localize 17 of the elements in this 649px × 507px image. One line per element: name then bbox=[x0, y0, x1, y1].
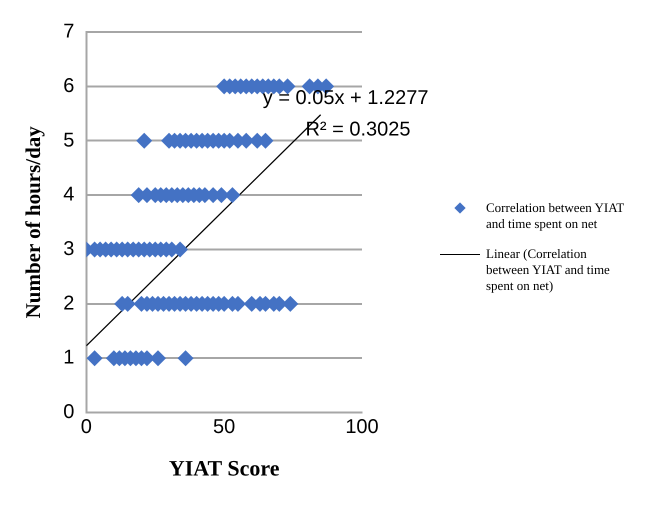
x-tick-label: 0 bbox=[80, 416, 92, 438]
x-axis-title: YIAT Score bbox=[168, 455, 280, 480]
legend-label: Linear (Correlation between YIAT and time spent on net) bbox=[485, 246, 611, 294]
annotation: R² = 0.3025 bbox=[305, 118, 411, 140]
y-tick-label: 0 bbox=[63, 401, 74, 424]
legend-label: Correlation between YIAT and time spent on net bbox=[485, 200, 625, 232]
y-tick-label: 7 bbox=[63, 20, 74, 43]
x-tick-label: 100 bbox=[345, 416, 379, 438]
y-tick-label: 4 bbox=[63, 184, 74, 206]
y-tick-label: 3 bbox=[63, 238, 74, 260]
y-tick-label: 1 bbox=[63, 346, 74, 369]
y-tick-label: 2 bbox=[63, 292, 74, 314]
y-tick-label: 5 bbox=[63, 129, 74, 152]
y-axis-title: Number of hours/day bbox=[21, 126, 46, 318]
x-tick-label: 50 bbox=[213, 416, 236, 438]
annotation: y = 0.05x + 1.2277 bbox=[262, 86, 428, 109]
y-tick-label: 6 bbox=[63, 74, 74, 97]
